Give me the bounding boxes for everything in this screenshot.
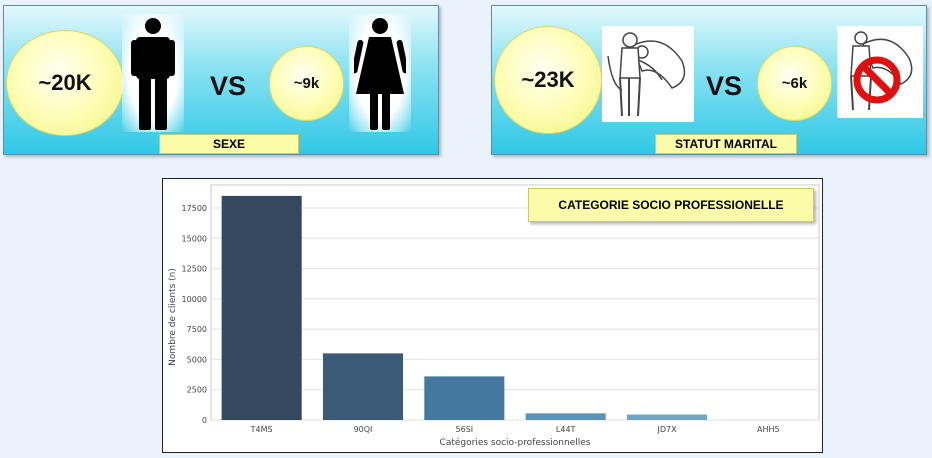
male-count: ~20K [38,70,92,95]
married-count: ~23K [521,67,575,92]
y-axis-title: Nombre de clients (n) [168,268,178,366]
y-tick-label: 17500 [182,204,207,213]
male-count-bubble: ~20K [6,30,124,136]
chart-title: CATEGORIE SOCIO PROFESSIONELLE [528,188,814,222]
vs-label: VS [210,71,247,101]
vs-label: VS [706,71,743,101]
x-tick-label: 90QI [354,425,373,434]
y-tick-label: 5000 [187,355,207,364]
bar-90qi [322,353,404,420]
y-tick-label: 0 [202,416,207,425]
y-tick-label: 7500 [187,325,207,334]
married-couple-icon [602,26,694,122]
sexe-label: SEXE [159,134,299,154]
y-tick-label: 15000 [182,234,207,243]
bar-t4ms [221,195,302,420]
statut-marital-panel: ~23K VS ~6k STATUT MARITAL [491,5,927,155]
y-tick-label: 12500 [182,265,207,274]
x-axis-title: Catégories socio-professionnelles [440,437,591,448]
x-tick-label: 56SI [456,425,474,434]
x-tick-label: AHH5 [757,425,780,434]
y-tick-label: 10000 [182,295,207,304]
x-tick-label: L44T [556,425,576,434]
unmarried-count: ~6k [781,75,808,92]
chart-title-text: CATEGORIE SOCIO PROFESSIONELLE [558,198,784,212]
female-count-bubble: ~9k [269,46,344,121]
statut-marital-label: STATUT MARITAL [655,134,797,154]
female-count: ~9k [293,75,320,92]
sexe-panel: ~20K VS ~9k SEXE [3,5,439,155]
csp-chart: 0 2500 5000 7500 10000 12500 15000 17500 T4MS 90Q… [162,178,823,453]
not-married-couple-icon [837,26,923,118]
unmarried-count-bubble: ~6k [757,46,832,121]
man-icon [131,18,175,130]
woman-icon [354,18,406,130]
csp-bar-chart: 0 2500 5000 7500 10000 12500 15000 17500 T4MS 90Q… [168,184,820,448]
x-tick-label: JD7X [656,425,677,434]
married-count-bubble: ~23K [494,26,602,134]
y-tick-label: 2500 [187,386,207,395]
bar-l44t [525,413,606,420]
x-tick-label: T4MS [250,425,273,434]
plot-area [210,184,820,421]
bar-56si [424,376,505,420]
bar-jd7x [626,414,708,420]
